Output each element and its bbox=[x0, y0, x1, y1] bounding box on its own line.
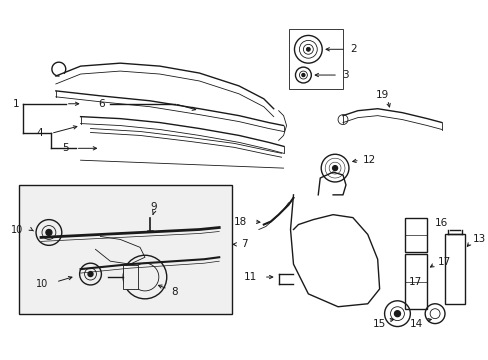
Circle shape bbox=[394, 311, 400, 317]
Text: 10: 10 bbox=[11, 225, 23, 234]
Text: 4: 4 bbox=[36, 129, 43, 139]
Bar bbox=[405, 218, 427, 252]
Text: 9: 9 bbox=[150, 202, 157, 212]
Bar bbox=[288, 30, 342, 89]
Text: 6: 6 bbox=[99, 99, 105, 109]
Text: 8: 8 bbox=[171, 287, 178, 297]
Bar bbox=[19, 185, 232, 314]
Text: 3: 3 bbox=[341, 70, 348, 80]
Text: 19: 19 bbox=[375, 90, 388, 100]
Text: 5: 5 bbox=[62, 143, 69, 153]
Circle shape bbox=[332, 166, 337, 171]
Text: 7: 7 bbox=[241, 239, 247, 249]
Circle shape bbox=[88, 271, 93, 276]
Text: 14: 14 bbox=[409, 319, 422, 329]
Text: 10: 10 bbox=[36, 279, 48, 289]
Text: 11: 11 bbox=[243, 272, 256, 282]
Text: 13: 13 bbox=[472, 234, 485, 244]
Text: 1: 1 bbox=[13, 99, 20, 109]
Text: 12: 12 bbox=[362, 155, 375, 165]
Text: 15: 15 bbox=[371, 319, 385, 329]
Circle shape bbox=[306, 47, 310, 51]
Circle shape bbox=[301, 73, 304, 77]
Text: 2: 2 bbox=[349, 44, 356, 54]
Text: 17: 17 bbox=[408, 277, 421, 287]
Bar bbox=[405, 254, 427, 309]
Text: 18: 18 bbox=[233, 217, 246, 226]
Bar bbox=[123, 265, 138, 289]
Circle shape bbox=[46, 230, 52, 235]
Text: 16: 16 bbox=[434, 217, 447, 228]
Text: 17: 17 bbox=[437, 257, 450, 267]
Bar bbox=[444, 234, 464, 304]
